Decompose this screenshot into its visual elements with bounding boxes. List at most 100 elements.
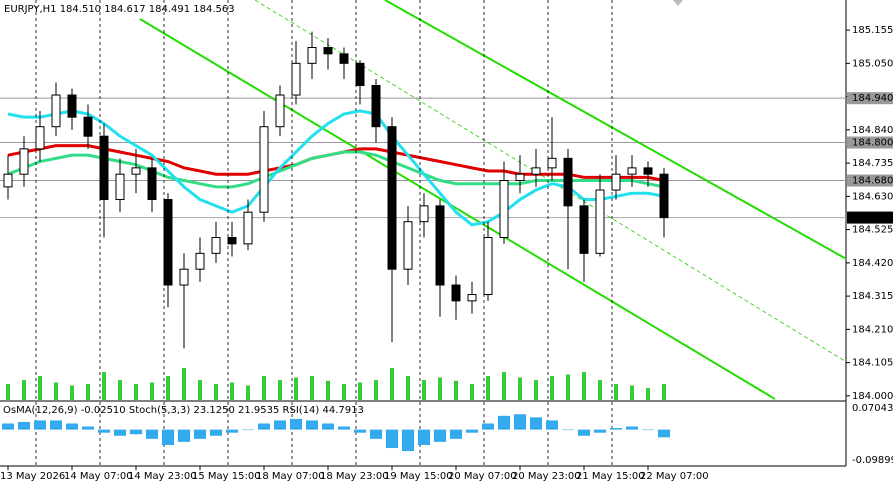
volume-bar xyxy=(310,376,314,400)
candle-body xyxy=(419,205,429,223)
volume-bar xyxy=(598,380,602,400)
candle-body xyxy=(611,173,621,191)
candle-body xyxy=(451,284,461,302)
osma-bar xyxy=(354,429,366,433)
volume-bar xyxy=(86,384,90,400)
osma-bar xyxy=(34,420,46,430)
osma-bar xyxy=(546,420,558,430)
osma-bar xyxy=(434,429,446,442)
volume-bar xyxy=(534,380,538,400)
osma-bar xyxy=(242,429,254,431)
osma-bar xyxy=(306,420,318,430)
y-tick-label: 184.000 xyxy=(852,391,893,402)
osma-bar xyxy=(466,429,478,433)
volume-bar xyxy=(518,377,522,400)
candle-body xyxy=(195,252,205,270)
y-tick-label: 184.420 xyxy=(852,258,893,269)
osma-bar xyxy=(594,429,606,433)
moving-average xyxy=(7,109,665,227)
osma-bar xyxy=(210,429,222,436)
chart-title: EURJPY,H1 184.510 184.617 184.491 184.56… xyxy=(4,4,235,15)
volume-bar xyxy=(470,384,474,400)
osma-tick-label: -0.09899 xyxy=(852,455,893,466)
trendline xyxy=(139,18,776,400)
osma-bar xyxy=(642,429,654,431)
osma-bar xyxy=(226,429,238,433)
candle-body xyxy=(19,148,29,175)
volume-bar xyxy=(102,372,106,400)
indicator-title: OsMA(12,26,9) -0.02510 Stoch(5,3,3) 23.1… xyxy=(3,405,364,416)
volume-bar xyxy=(486,376,490,400)
volume-bar xyxy=(358,382,362,400)
volume-bar xyxy=(582,372,586,400)
osma-bar xyxy=(338,426,350,430)
candle-body xyxy=(323,47,333,55)
candle-body xyxy=(563,157,573,207)
volume-bar xyxy=(198,380,202,400)
volume-bar xyxy=(214,384,218,400)
osma-bar xyxy=(2,423,14,430)
y-tick-label: 185.155 xyxy=(852,25,893,36)
osma-bar xyxy=(194,429,206,439)
x-tick-label: 13 May 2026 xyxy=(0,471,65,482)
volume-bar xyxy=(70,385,74,400)
osma-bar xyxy=(610,428,622,430)
osma-bar xyxy=(322,423,334,430)
osma-bar xyxy=(418,429,430,445)
price-level-label: 184.680 xyxy=(852,176,893,187)
candle-body xyxy=(163,199,173,286)
volume-bar xyxy=(662,384,666,400)
osma-tick-label: 0.07043 xyxy=(852,403,893,414)
osma-bar xyxy=(50,420,62,430)
volume-bar xyxy=(262,376,266,400)
volume-bar xyxy=(166,376,170,400)
candle-body xyxy=(659,173,669,219)
osma-bar xyxy=(98,429,110,433)
volume-bar xyxy=(6,384,10,400)
candle-body xyxy=(627,167,637,175)
y-tick-label: 184.210 xyxy=(852,324,893,335)
candle-body xyxy=(499,180,509,239)
current-price-label: 184.563 xyxy=(852,213,893,224)
shift-marker xyxy=(673,0,683,6)
candle-body xyxy=(67,94,77,118)
osma-bar xyxy=(258,423,270,430)
volume-bar xyxy=(342,384,346,400)
x-tick-label: 22 May 07:00 xyxy=(640,471,709,482)
volume-bar xyxy=(566,374,570,400)
candle-body xyxy=(243,211,253,245)
main-pane xyxy=(0,0,846,400)
current-price-box xyxy=(847,211,893,224)
volume-bar xyxy=(390,368,394,400)
volume-bar xyxy=(502,372,506,400)
trendline xyxy=(384,0,846,260)
osma-bar xyxy=(178,429,190,442)
volume-bar xyxy=(246,385,250,400)
volume-bar xyxy=(422,380,426,400)
candle-body xyxy=(259,126,269,213)
osma-bar xyxy=(370,429,382,439)
candle-body xyxy=(579,205,589,254)
moving-average xyxy=(7,150,665,189)
x-tick-label: 18 May 07:00 xyxy=(256,471,325,482)
osma-bar xyxy=(482,423,494,430)
candle-body xyxy=(643,167,653,175)
volume-bar xyxy=(438,377,442,400)
y-tick-label: 184.840 xyxy=(852,125,893,136)
candle-body xyxy=(3,173,13,188)
osma-bar xyxy=(514,414,526,430)
y-tick-label: 184.735 xyxy=(852,158,893,169)
candle-body xyxy=(435,205,445,286)
candle-body xyxy=(211,237,221,254)
candle-body xyxy=(179,268,189,286)
osma-bar xyxy=(146,429,158,439)
candle-body xyxy=(115,173,125,201)
volume-bar xyxy=(134,384,138,400)
x-tick-label: 21 May 15:00 xyxy=(576,471,645,482)
osma-bar xyxy=(114,429,126,436)
volume-bar xyxy=(54,382,58,400)
candle-body xyxy=(467,294,477,302)
candle-body xyxy=(131,167,141,175)
osma-bar xyxy=(402,429,414,452)
